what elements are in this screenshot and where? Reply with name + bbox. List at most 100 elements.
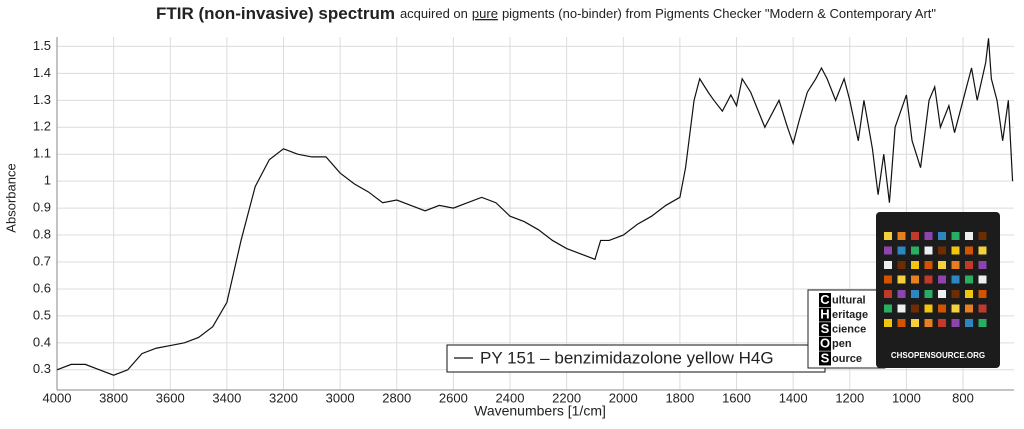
y-tick-label: 0.5 (33, 307, 51, 322)
card-swatch (938, 246, 946, 255)
card-swatch (978, 319, 987, 327)
y-tick-label: 1.1 (33, 146, 51, 161)
logo-letter-bg (819, 351, 831, 366)
card-swatch (884, 232, 892, 240)
logo-letter: S (821, 321, 830, 336)
y-tick-label: 0.3 (33, 361, 51, 376)
card-swatch (911, 246, 919, 255)
card-swatch (897, 261, 906, 269)
card-swatch (951, 232, 960, 240)
checker-card: CHSOPENSOURCE.ORG (876, 212, 1000, 368)
card-swatch (965, 304, 973, 313)
card-swatch (938, 232, 946, 240)
logo-letter-bg (819, 322, 831, 337)
card-swatch (978, 304, 987, 313)
card-swatch (911, 290, 919, 298)
subtitle: pigments (no-binder) from Pigments Check… (502, 6, 936, 21)
y-axis-label: Absorbance (3, 163, 18, 232)
card-swatch (911, 275, 919, 284)
x-tick-label: 1000 (892, 390, 921, 405)
series-line (56, 38, 1014, 376)
card-caption: CHSOPENSOURCE.ORG (891, 351, 985, 360)
card-swatch (978, 290, 987, 298)
card-swatch (884, 319, 892, 327)
logo-letter-bg (819, 293, 831, 307)
logo-word: pen (832, 338, 852, 350)
x-tick-label: 1400 (779, 390, 808, 405)
card-swatch (978, 246, 987, 255)
card-swatch (911, 304, 919, 313)
y-tick-label: 1.4 (33, 65, 51, 80)
card-swatch (965, 290, 973, 298)
y-tick-label: 1.2 (33, 119, 51, 134)
card-swatch (897, 232, 906, 240)
card-swatch (924, 246, 933, 255)
x-tick-label: 2400 (496, 390, 525, 405)
card-swatch (884, 275, 892, 284)
x-tick-label: 2000 (609, 390, 638, 405)
card-swatch (938, 304, 946, 313)
card-swatch (911, 232, 919, 240)
card-swatch (884, 304, 892, 313)
card-swatch (924, 319, 933, 327)
card-swatch (924, 275, 933, 284)
card-swatch (951, 246, 960, 255)
logo-letter: H (820, 307, 829, 322)
subtitle: pure (472, 6, 498, 21)
y-tick-label: 0.7 (33, 253, 51, 268)
x-tick-label: 1600 (722, 390, 751, 405)
x-tick-label: 3400 (212, 390, 241, 405)
card-swatch (924, 232, 933, 240)
logo-word: eritage (832, 309, 868, 321)
card-swatch (884, 290, 892, 298)
subtitle: acquired on (400, 6, 468, 21)
card-swatch (965, 261, 973, 269)
chart-title: FTIR (non-invasive) spectrum acquired on p… (156, 4, 936, 23)
x-tick-label: 1200 (835, 390, 864, 405)
x-axis-label: Wavenumbers [1/cm] (474, 403, 606, 419)
card-swatch (897, 319, 906, 327)
card-swatch (897, 275, 906, 284)
y-tick-label: 0.6 (33, 280, 51, 295)
card-swatch (978, 232, 987, 240)
card-swatch (951, 275, 960, 284)
x-tick-label: 800 (952, 390, 974, 405)
card-swatch (978, 261, 987, 269)
card-swatch (911, 319, 919, 327)
x-tick-label: 2600 (439, 390, 468, 405)
logo-letter: C (820, 292, 830, 307)
card-swatch (924, 290, 933, 298)
logo-word: ource (832, 353, 862, 365)
logo-letter-bg (819, 336, 831, 351)
legend-label: PY 151 – benzimidazolone yellow H4G (480, 348, 774, 367)
x-tick-label: 1800 (665, 390, 694, 405)
card-swatch (938, 261, 946, 269)
logo-word: ultural (832, 294, 866, 306)
x-tick-label: 3000 (326, 390, 355, 405)
card-swatch (924, 261, 933, 269)
x-tick-label: 2800 (382, 390, 411, 405)
card-swatch (951, 261, 960, 269)
y-tick-label: 0.4 (33, 334, 51, 349)
logo-letter: O (820, 336, 830, 351)
x-tick-label: 2200 (552, 390, 581, 405)
card-swatch (884, 261, 892, 269)
y-tick-label: 1.5 (33, 38, 51, 53)
title: FTIR (non-invasive) spectrum (156, 4, 395, 23)
card-swatch (965, 275, 973, 284)
y-tick-label: 1.3 (33, 92, 51, 107)
card-swatch (897, 246, 906, 255)
card-swatch (951, 290, 960, 298)
x-tick-label: 4000 (43, 390, 72, 405)
card-swatch (911, 261, 919, 269)
card-swatch (965, 232, 973, 240)
card-swatch (938, 319, 946, 327)
card-swatch (951, 319, 960, 327)
logo-letter: S (821, 350, 830, 365)
y-tick-label: 0.9 (33, 200, 51, 215)
card-swatch (965, 319, 973, 327)
card-swatch (978, 275, 987, 284)
card-swatch (884, 246, 892, 255)
card-swatch (897, 304, 906, 313)
